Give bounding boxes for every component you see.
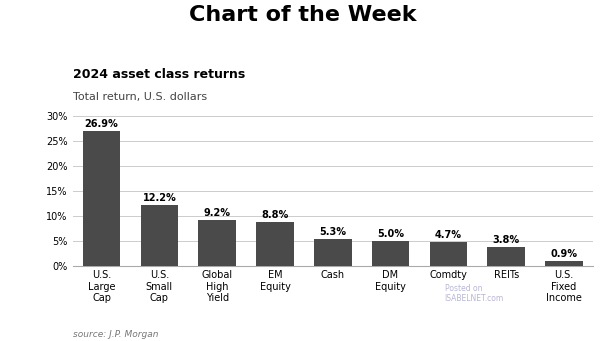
Bar [140, 205, 178, 266]
Text: 3.8%: 3.8% [492, 235, 520, 245]
Bar [545, 262, 583, 266]
Text: Chart of the Week: Chart of the Week [189, 5, 416, 25]
Text: 8.8%: 8.8% [261, 210, 289, 220]
Text: 0.9%: 0.9% [551, 250, 578, 260]
Bar [314, 239, 352, 266]
Text: 12.2%: 12.2% [142, 193, 176, 203]
Text: Total return, U.S. dollars: Total return, U.S. dollars [73, 92, 207, 102]
Text: source: J.P. Morgan: source: J.P. Morgan [73, 330, 158, 339]
Text: 9.2%: 9.2% [204, 208, 231, 218]
Bar [83, 131, 120, 266]
Text: Posted on
ISABELNET.com: Posted on ISABELNET.com [445, 284, 504, 303]
Text: 26.9%: 26.9% [85, 119, 119, 130]
Text: 2024 asset class returns: 2024 asset class returns [73, 68, 245, 81]
Text: 5.0%: 5.0% [377, 229, 404, 239]
Bar [371, 241, 410, 266]
Bar [256, 222, 293, 266]
Bar [198, 220, 236, 266]
Text: 4.7%: 4.7% [435, 231, 462, 240]
Text: 5.3%: 5.3% [319, 227, 346, 237]
Bar [488, 247, 525, 266]
Bar [430, 242, 467, 266]
